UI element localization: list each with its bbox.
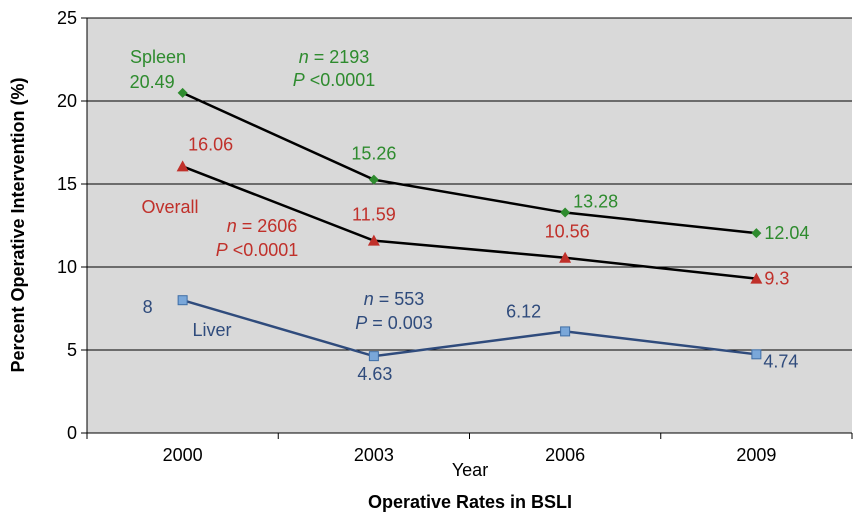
overall-marker-2006 [559,251,572,263]
liver-data-label-2009: 4.74 [763,351,798,371]
liver-marker-2003 [368,351,379,362]
spleen-marker-2009 [751,228,762,239]
y-tick-label-20: 20 [57,91,77,111]
x-tick-label-2006: 2006 [545,445,585,465]
overall-marker-2000 [176,160,189,172]
liver-line [182,299,757,358]
overall-marker-2003 [367,234,380,246]
overall-data-label-2000: 16.06 [188,134,233,154]
spleen-stat-p: P <0.0001 [293,70,376,90]
liver-stat-n: n = 553 [364,289,425,309]
spleen-marker-2000 [177,87,188,98]
x-tick-label-2009: 2009 [736,445,776,465]
y-tick-label-15: 15 [57,174,77,194]
y-tick-label-0: 0 [67,423,77,443]
spleen-stat-n: n = 2193 [299,47,370,67]
overall-data-label-2003: 11.59 [352,205,396,225]
liver-marker-2006 [560,326,571,337]
x-axis-title: Year [452,460,488,480]
chart-caption: Operative Rates in BSLI [368,492,572,512]
overall-series-name: Overall [141,197,198,217]
plot-area [87,18,852,433]
overall-data-label-2006: 10.56 [545,222,590,242]
liver-marker-2000 [177,295,188,306]
y-tick-labels: 0 5 10 15 20 25 [57,8,77,443]
y-tick-label-25: 25 [57,8,77,28]
y-tick-label-5: 5 [67,340,77,360]
series-markers [176,87,763,362]
liver-data-label-2003: 4.63 [357,364,392,384]
spleen-data-label-2003: 15.26 [351,144,396,164]
overall-stat-n: n = 2606 [227,216,298,236]
x-tick-labels: 2000 2003 2006 2009 [163,445,777,465]
overall-line [182,165,757,280]
liver-data-label-2006: 6.12 [506,301,541,321]
x-tick-label-2003: 2003 [354,445,394,465]
liver-marker-2009 [751,349,762,360]
spleen-series-name: Spleen [130,47,186,67]
spleen-data-label-2006: 13.28 [573,192,618,212]
overall-marker-2009 [750,272,763,284]
overall-data-label-2009: 9.3 [764,269,789,289]
axes [81,17,853,439]
liver-series-name: Liver [192,320,231,340]
data-labels: 20.49 15.26 13.28 12.04 16.06 11.59 10.56 9.3 8 4… [130,72,810,384]
spleen-data-label-2009: 12.04 [764,223,809,243]
spleen-marker-2003 [368,174,379,185]
x-tick-label-2000: 2000 [163,445,203,465]
spleen-marker-2006 [560,207,571,218]
series-lines [182,91,757,358]
liver-stat-p: P = 0.003 [355,313,433,333]
y-tick-label-10: 10 [57,257,77,277]
liver-data-label-2000: 8 [143,297,153,317]
spleen-line [182,91,757,235]
y-axis-title: Percent Operative Intervention (%) [8,77,28,372]
spleen-data-label-2000: 20.49 [130,72,175,92]
overall-stat-p: P <0.0001 [216,240,299,260]
